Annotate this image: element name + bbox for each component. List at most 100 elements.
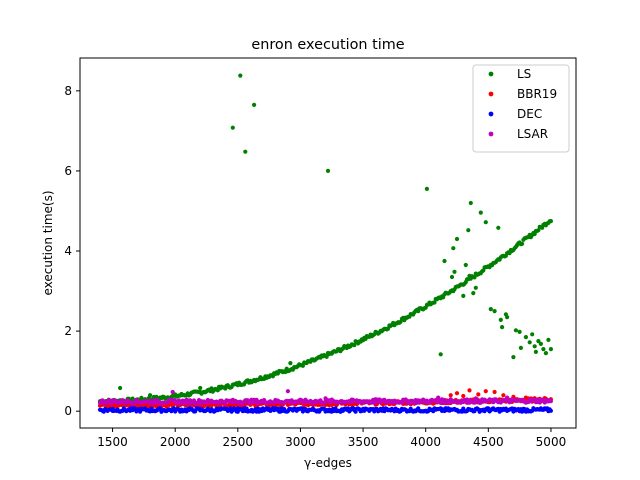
data-point — [466, 228, 471, 233]
data-point — [527, 340, 532, 345]
data-point — [110, 406, 115, 411]
data-point — [424, 186, 429, 191]
data-point — [548, 219, 554, 224]
x-tick-label: 4000 — [410, 435, 441, 449]
data-point — [548, 408, 554, 413]
x-tick-label: 2000 — [160, 435, 191, 449]
series-dec — [97, 406, 554, 414]
data-point — [448, 393, 453, 398]
data-point — [520, 241, 525, 246]
plot-frame — [79, 57, 577, 429]
data-point — [243, 149, 248, 154]
data-point — [325, 168, 331, 173]
data-point — [483, 389, 488, 394]
data-point — [523, 335, 529, 340]
data-point — [548, 399, 554, 404]
x-tick-label: 5000 — [536, 435, 567, 449]
data-point — [352, 343, 357, 348]
data-point — [452, 269, 457, 274]
data-point — [467, 273, 472, 278]
legend-label-lsar: LSAR — [517, 127, 548, 141]
data-point — [511, 355, 516, 360]
x-tick-label: 1500 — [97, 435, 128, 449]
data-point — [472, 275, 477, 280]
y-tick-label: 0 — [64, 404, 72, 418]
data-point — [467, 388, 472, 393]
x-axis-label: γ-edges — [304, 456, 352, 470]
data-point — [230, 125, 235, 130]
chart-title: enron execution time — [251, 37, 404, 53]
data-point — [432, 300, 437, 305]
data-point — [118, 385, 123, 391]
data-point — [536, 397, 541, 402]
legend-marker-lsar — [488, 131, 494, 137]
data-point — [530, 332, 535, 337]
data-point — [483, 220, 488, 225]
y-tick-label: 2 — [64, 324, 72, 338]
y-tick-label: 8 — [64, 84, 72, 98]
data-point — [451, 246, 456, 251]
y-axis-label: execution time(s) — [41, 190, 55, 295]
data-point — [461, 393, 466, 399]
data-point — [323, 396, 328, 401]
x-tick-label: 3500 — [348, 435, 379, 449]
data-point — [548, 347, 554, 352]
data-point — [478, 210, 483, 215]
data-point — [496, 225, 501, 230]
data-point — [300, 363, 305, 368]
legend-marker-dec — [488, 111, 494, 117]
data-point — [170, 389, 175, 395]
data-point — [454, 391, 460, 396]
y-tick-label: 4 — [64, 244, 72, 258]
data-point — [288, 361, 293, 366]
data-point — [533, 349, 539, 354]
data-point — [448, 397, 453, 402]
x-tick-label: 4500 — [473, 435, 504, 449]
data-point — [285, 389, 290, 394]
legend-marker-ls — [488, 71, 494, 77]
data-point — [373, 397, 378, 402]
legend-box — [472, 64, 570, 153]
data-point — [501, 393, 506, 398]
data-point — [536, 339, 541, 344]
data-point — [486, 406, 491, 411]
data-point — [492, 389, 497, 395]
x-tick-label: 2500 — [223, 435, 254, 449]
data-point — [442, 258, 447, 264]
legend: LS BBR19 DEC LSAR — [472, 64, 570, 153]
data-point — [238, 73, 243, 78]
data-point — [532, 344, 537, 349]
data-point — [538, 341, 544, 346]
data-point — [541, 347, 546, 352]
data-point — [473, 285, 478, 290]
legend-label-ls: LS — [517, 67, 531, 81]
data-point — [361, 406, 366, 411]
data-point — [473, 396, 478, 401]
data-point — [513, 328, 519, 333]
data-point — [252, 102, 257, 107]
data-point — [198, 385, 203, 391]
data-point — [546, 337, 551, 342]
data-point — [324, 354, 329, 359]
data-point — [438, 352, 443, 357]
data-point — [517, 329, 522, 334]
x-tick-label: 3000 — [285, 435, 316, 449]
data-point — [476, 392, 481, 397]
data-point — [436, 395, 441, 400]
data-point — [468, 200, 473, 206]
legend-label-bbr19: BBR19 — [517, 87, 557, 101]
points-layer — [97, 73, 554, 414]
data-point — [235, 406, 240, 411]
data-point — [500, 325, 505, 330]
legend-marker-bbr19 — [488, 91, 494, 97]
data-point — [148, 393, 153, 398]
data-point — [536, 228, 541, 233]
data-point — [461, 293, 466, 298]
data-point — [543, 351, 549, 356]
data-point — [449, 274, 455, 280]
x-axis: 1500 2000 2500 3000 3500 4000 4500 5000 — [97, 428, 566, 449]
data-point — [505, 315, 510, 320]
legend-label-dec: DEC — [517, 107, 542, 121]
data-point — [488, 307, 493, 312]
